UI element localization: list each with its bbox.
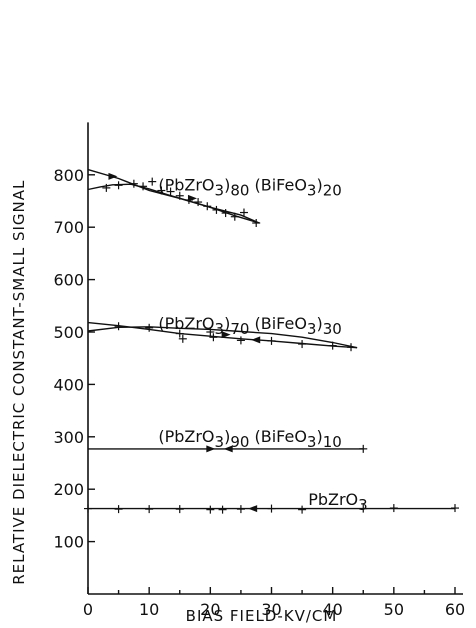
data-point bbox=[451, 504, 459, 513]
data-point bbox=[212, 205, 221, 214]
labels-group: (PbZrO3)80 (BiFeO3)20 (PbZrO3)70 (BiFeO3)… bbox=[158, 176, 367, 514]
direction-arrow bbox=[248, 505, 258, 513]
y-axis-label: RELATIVE DIELECTRIC CONSTANT-SMALL SIGNA… bbox=[10, 180, 28, 585]
data-point bbox=[178, 334, 187, 343]
data-point bbox=[230, 212, 239, 221]
x-tick-label: 30 bbox=[261, 600, 281, 619]
data-point bbox=[102, 183, 111, 192]
x-axis-label: BIAS FIELD-KV/CM bbox=[186, 607, 338, 625]
data-point bbox=[209, 333, 218, 342]
data-point bbox=[328, 341, 337, 350]
data-point bbox=[84, 504, 92, 513]
series-annotation-pz70: (PbZrO3)70 (BiFeO3)30 bbox=[158, 314, 341, 338]
direction-arrow bbox=[187, 194, 197, 202]
x-tick-label: 20 bbox=[200, 600, 220, 619]
y-tick-label: 600 bbox=[53, 271, 84, 290]
direction-arrow bbox=[206, 445, 216, 453]
direction-arrow bbox=[251, 336, 261, 344]
data-point bbox=[175, 329, 184, 338]
data-point bbox=[114, 505, 123, 514]
data-point bbox=[298, 505, 307, 514]
y-tick-label: 100 bbox=[53, 533, 84, 552]
y-tick-label: 800 bbox=[53, 166, 84, 185]
data-point bbox=[298, 340, 307, 349]
data-point bbox=[206, 328, 215, 336]
data-point bbox=[239, 208, 248, 217]
series-annotation-pz90: (PbZrO3)90 (BiFeO3)10 bbox=[158, 427, 341, 451]
data-point bbox=[221, 209, 230, 218]
series-line-4 bbox=[87, 326, 358, 349]
data-point bbox=[175, 505, 184, 514]
data-point bbox=[206, 505, 215, 514]
direction-arrow bbox=[223, 445, 233, 453]
data-point bbox=[148, 177, 157, 186]
data-point bbox=[139, 182, 148, 191]
data-point bbox=[267, 504, 276, 513]
y-tick-label: 500 bbox=[53, 323, 84, 342]
y-tick-label: 400 bbox=[53, 375, 84, 394]
data-point bbox=[157, 186, 166, 195]
data-point bbox=[114, 181, 123, 190]
data-point bbox=[252, 219, 261, 228]
y-tick-label: 700 bbox=[53, 218, 84, 237]
data-point bbox=[145, 323, 154, 332]
x-tick-label: 60 bbox=[445, 600, 465, 619]
series-annotation-pz80: (PbZrO3)80 (BiFeO3)20 bbox=[158, 176, 341, 200]
data-point bbox=[145, 505, 154, 514]
marks-group bbox=[84, 172, 459, 514]
data-point bbox=[175, 191, 184, 200]
x-tick-label: 10 bbox=[139, 600, 159, 619]
data-point bbox=[347, 343, 356, 352]
data-point bbox=[236, 336, 245, 345]
series-annotation-pz: PbZrO3 bbox=[308, 490, 367, 514]
data-point bbox=[389, 504, 398, 513]
y-tick-label: 200 bbox=[53, 480, 84, 499]
data-point bbox=[267, 336, 276, 345]
direction-arrow bbox=[221, 331, 231, 339]
data-point bbox=[129, 179, 138, 188]
data-point bbox=[194, 198, 203, 207]
data-point bbox=[218, 505, 227, 514]
data-point bbox=[236, 505, 245, 514]
data-point bbox=[203, 202, 212, 211]
x-tick-label: 40 bbox=[322, 600, 342, 619]
data-point bbox=[114, 322, 123, 331]
x-tick-label: 0 bbox=[83, 600, 93, 619]
y-tick-label: 300 bbox=[53, 428, 84, 447]
direction-arrow bbox=[108, 172, 118, 180]
data-point bbox=[359, 444, 368, 453]
data-point bbox=[359, 504, 368, 513]
axes: 100 200 300 400 500 600 700 800 0 10 20 30 40 50 60 BIA… bbox=[10, 122, 465, 625]
x-tick-label: 50 bbox=[384, 600, 404, 619]
data-point bbox=[166, 187, 175, 196]
